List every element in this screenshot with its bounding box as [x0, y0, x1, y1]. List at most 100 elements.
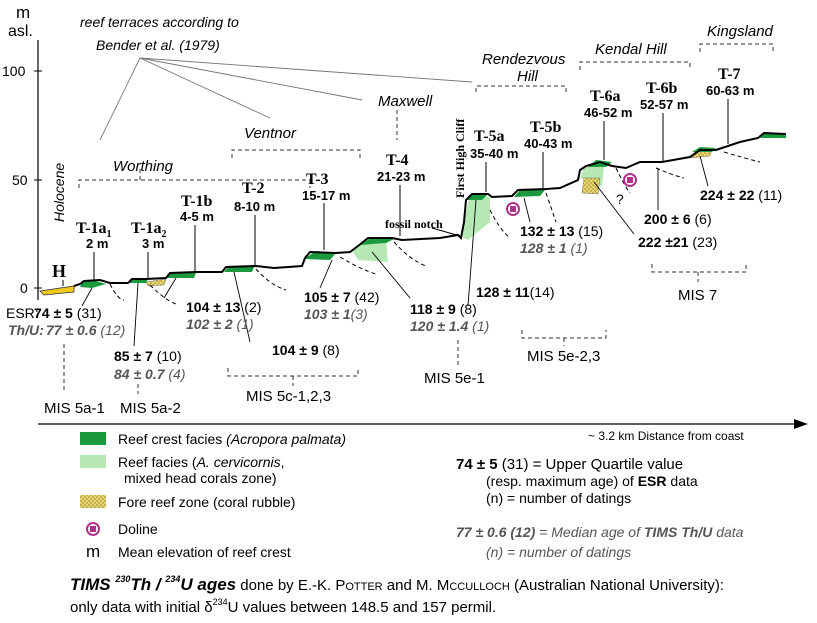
age-224: 224 ± 22 (11)	[700, 187, 782, 203]
terrace-t1a2-label: T-1a2	[131, 220, 167, 240]
age-118: 118 ± 9 (8)	[410, 301, 477, 317]
mis-5a1: MIS 5a-1	[44, 400, 105, 417]
y-axis-unit: m	[16, 3, 30, 22]
age-128: 128 ± 11(14)	[476, 284, 555, 300]
terrace-t1a2-elev: 3 m	[142, 236, 164, 251]
terrace-t1b-label: T-1b	[181, 193, 213, 210]
legend-doline: Doline	[118, 521, 158, 537]
kingsland-label: Kingsland	[707, 23, 774, 40]
terrace-t1a1-elev: 2 m	[86, 236, 108, 251]
legend-facies: Reef facies (A. cervicornis,	[118, 454, 285, 470]
legend-esr-def: 74 ± 5 (31) = Upper Quartile value	[456, 456, 683, 473]
terrace-t5b-elev: 40-43 m	[524, 136, 572, 151]
terrace-t6b-label: T-6b	[646, 80, 678, 97]
worthing-label: Worthing	[113, 158, 174, 175]
question-mark: ?	[616, 191, 624, 207]
legend-crest: Reef crest facies (Acropora palmata)	[118, 431, 346, 447]
rendezvous-hill-label: Rendezvous	[482, 51, 566, 68]
mis-5a2: MIS 5a-2	[120, 400, 181, 417]
t4-facies	[352, 240, 388, 262]
legend-thu-def: 77 ± 0.6 (12) = Median age of TIMS Th/U …	[456, 524, 744, 540]
terrace-labels: H T-1a1 2 m T-1a2 3 m T-1b 4-5 m T-2 8-1…	[52, 66, 754, 286]
y-axis-unit-asl: asl.	[8, 23, 33, 40]
legend-mean-symbol: m	[86, 542, 100, 561]
kendal-hill-label: Kendal Hill	[595, 41, 667, 58]
footer-line-2: only data with initial δ234U values betw…	[70, 597, 496, 616]
legend-fore: Fore reef zone (coral rubble)	[118, 494, 295, 510]
terrace-t1a1-label: T-1a1	[76, 220, 112, 240]
age-200: 200 ± 6 (6)	[644, 211, 712, 227]
mis-5c: MIS 5c-1,2,3	[246, 388, 331, 405]
terrace-h-label: H	[52, 261, 66, 281]
terrace-t2-label: T-2	[242, 180, 265, 197]
legend-swatch-crest	[80, 432, 106, 445]
legend-esr-def-3: (n) = number of datings	[486, 490, 631, 506]
mis-5e1: MIS 5e-1	[424, 370, 485, 387]
distance-label: ~ 3.2 km Distance from coast	[588, 429, 744, 443]
age-77: 77 ± 0.6 (12)	[46, 322, 125, 338]
age-120: 120 ± 1.4 (1)	[410, 318, 489, 334]
thu-label: Th/U:	[8, 322, 44, 338]
age-132: 132 ± 13 (15)	[520, 223, 603, 239]
terrace-t5a-elev: 35-40 m	[470, 146, 518, 161]
y-tick-label: 0	[20, 280, 28, 296]
terrace-t1b-elev: 4-5 m	[180, 209, 214, 224]
terrace-t7-elev: 60-63 m	[706, 83, 754, 98]
rendezvous-hill-label-2: Hill	[517, 68, 538, 85]
age-128b: 128 ± 1 (1)	[520, 240, 588, 256]
y-axis: m asl. 100 50 0	[2, 3, 42, 300]
age-105: 105 ± 7 (42)	[304, 289, 379, 305]
terrace-t4-elev: 21-23 m	[377, 169, 425, 184]
holocene-label: Holocene	[51, 163, 67, 222]
mis-5e23: MIS 5e-2,3	[527, 348, 600, 365]
y-tick-label: 100	[2, 63, 26, 79]
doline-symbol	[506, 202, 520, 216]
footer-note: TIMS 230Th / 234U ages done by E.-K. POT…	[70, 574, 724, 616]
mis-7: MIS 7	[678, 287, 717, 304]
footer-line-1: TIMS 230Th / 234U ages done by E.-K. POT…	[70, 574, 724, 594]
legend-facies-2: mixed head corals zone)	[124, 470, 277, 486]
age-74: 74 ± 5 (31)	[34, 305, 102, 321]
legend-swatch-facies	[80, 455, 106, 468]
age-85: 85 ± 7 (10)	[114, 348, 182, 364]
terrace-t3-label: T-3	[306, 171, 329, 188]
bender-reference: Bender et al. (1979)	[96, 37, 220, 53]
terrace-t5a-label: T-5a	[474, 128, 505, 145]
t6a-fore	[581, 177, 601, 195]
mis-labels: MIS 5a-1 MIS 5a-2 MIS 5c-1,2,3 MIS 5e-1 …	[44, 264, 747, 417]
t1a2-fore	[145, 278, 167, 287]
terrace-t5b-label: T-5b	[530, 119, 562, 136]
holocene-fill	[39, 285, 75, 296]
terrace-t6a-label: T-6a	[590, 88, 621, 105]
terrace-t6b-elev: 52-57 m	[640, 97, 688, 112]
age-102: 102 ± 2 (1)	[186, 316, 254, 332]
legend-thu-def-2: (n) = number of datings	[486, 544, 631, 560]
age-104a: 104 ± 13 (2)	[186, 299, 261, 315]
locality-annotations: reef terraces according to Bender et al.…	[51, 14, 774, 222]
legend-swatch-fore	[80, 495, 106, 508]
terrace-t4-label: T-4	[386, 152, 409, 169]
t1a1-crest	[80, 281, 106, 288]
legend-esr-def-2: (resp. maximum age) of ESR data	[486, 473, 698, 489]
first-high-cliff-label: First High Cliff	[453, 118, 467, 198]
t5b-crest	[514, 190, 545, 197]
esr-label: ESR:	[6, 305, 39, 321]
age-103: 103 ± 1(3)	[304, 306, 368, 322]
y-tick-label: 50	[12, 172, 28, 188]
doline-symbol	[623, 173, 637, 187]
age-labels: ESR: 74 ± 5 (31) Th/U: 77 ± 0.6 (12) 85 …	[6, 155, 782, 382]
legend: Reef crest facies (Acropora palmata) Ree…	[80, 431, 744, 561]
terrace-t7-label: T-7	[718, 66, 741, 83]
terrace-t6a-elev: 46-52 m	[584, 105, 632, 120]
t6a-crest	[588, 160, 612, 167]
ventnor-label: Ventnor	[244, 125, 297, 142]
distance-axis: ~ 3.2 km Distance from coast	[38, 419, 808, 443]
legend-doline-icon	[86, 522, 100, 536]
terrace-t3-elev: 15-17 m	[302, 188, 350, 203]
t1b-crest	[166, 273, 196, 278]
maxwell-label: Maxwell	[378, 93, 433, 110]
age-222: 222 ±21 (23)	[638, 234, 717, 250]
reef-terraces-note: reef terraces according to	[80, 14, 239, 30]
terrace-t2-elev: 8-10 m	[234, 199, 275, 214]
